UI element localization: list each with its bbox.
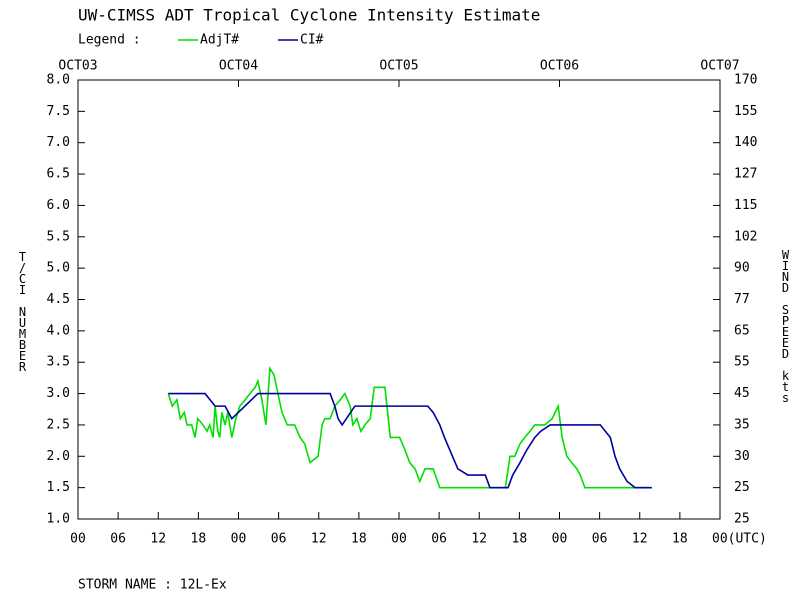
- series-line: [167, 366, 652, 489]
- x-tick-label: 06: [592, 532, 608, 547]
- plot-frame: [77, 79, 721, 520]
- y2-tick-label: 30: [734, 449, 750, 464]
- chart-title: UW-CIMSS ADT Tropical Cyclone Intensity …: [78, 6, 540, 25]
- x-tick-label: 00: [231, 532, 247, 547]
- y-tick-label: 3.0: [47, 386, 70, 401]
- y2-tick-label: 65: [734, 323, 750, 338]
- y2-tick-label: 45: [734, 386, 750, 401]
- y-tick-label: 8.0: [47, 73, 70, 88]
- x-tick-label: 18: [191, 532, 207, 547]
- y2-tick-label: 77: [734, 292, 750, 307]
- x2-tick-label: OCT07: [700, 59, 739, 74]
- y2-tick-label: 127: [734, 167, 757, 182]
- x-tick-label: 00: [552, 532, 568, 547]
- y-axis-label: T/CI NUMBER: [16, 250, 30, 371]
- legend-entry: AdjT#: [200, 33, 239, 48]
- x-tick-label: 06: [110, 532, 126, 547]
- legend-entry: CI#: [300, 33, 324, 48]
- y2-tick-label: 115: [734, 198, 757, 213]
- x-tick-label: 12: [150, 532, 166, 547]
- y-tick-label: 1.0: [47, 512, 70, 527]
- y2-tick-label: 35: [734, 417, 750, 432]
- x2-tick-label: OCT03: [58, 59, 97, 74]
- y2-tick-label: 25: [734, 512, 750, 527]
- y-tick-label: 6.0: [47, 198, 70, 213]
- y2-tick-label: 140: [734, 135, 757, 150]
- x-tick-label: 00: [70, 532, 86, 547]
- y-tick-label: 4.5: [47, 292, 70, 307]
- y-tick-label: 5.5: [47, 229, 70, 244]
- x-tick-label: 12: [471, 532, 487, 547]
- y-tick-label: 4.0: [47, 323, 70, 338]
- y-tick-label: 6.5: [47, 167, 70, 182]
- x-tick-label: 18: [351, 532, 367, 547]
- x-tick-label: 00(UTC): [712, 532, 767, 547]
- y-tick-label: 5.0: [47, 261, 70, 276]
- x-tick-label: 12: [311, 532, 327, 547]
- y-tick-label: 3.5: [47, 355, 70, 370]
- y2-axis-label: WIND SPEED kts: [779, 248, 793, 402]
- series-line: [168, 392, 652, 489]
- x-tick-label: 18: [672, 532, 688, 547]
- y-tick-label: 1.5: [47, 480, 70, 495]
- footer: STORM NAME : 12L-Ex: [78, 578, 227, 593]
- x-tick-label: 06: [271, 532, 287, 547]
- y2-tick-label: 90: [734, 261, 750, 276]
- y2-tick-label: 55: [734, 355, 750, 370]
- x2-tick-label: OCT04: [219, 59, 258, 74]
- x-tick-label: 06: [431, 532, 447, 547]
- y-tick-label: 2.5: [47, 417, 70, 432]
- x2-tick-label: OCT05: [379, 59, 418, 74]
- y-tick-label: 7.0: [47, 135, 70, 150]
- y2-tick-label: 102: [734, 229, 757, 244]
- x-tick-label: 18: [512, 532, 528, 547]
- x2-tick-label: OCT06: [540, 59, 579, 74]
- y2-tick-label: 25: [734, 480, 750, 495]
- y2-tick-label: 155: [734, 104, 757, 119]
- x-tick-label: 12: [632, 532, 648, 547]
- legend-label: Legend :: [78, 33, 141, 48]
- y-tick-label: 7.5: [47, 104, 70, 119]
- y-tick-label: 2.0: [47, 449, 70, 464]
- y2-tick-label: 170: [734, 73, 757, 88]
- x-tick-label: 00: [391, 532, 407, 547]
